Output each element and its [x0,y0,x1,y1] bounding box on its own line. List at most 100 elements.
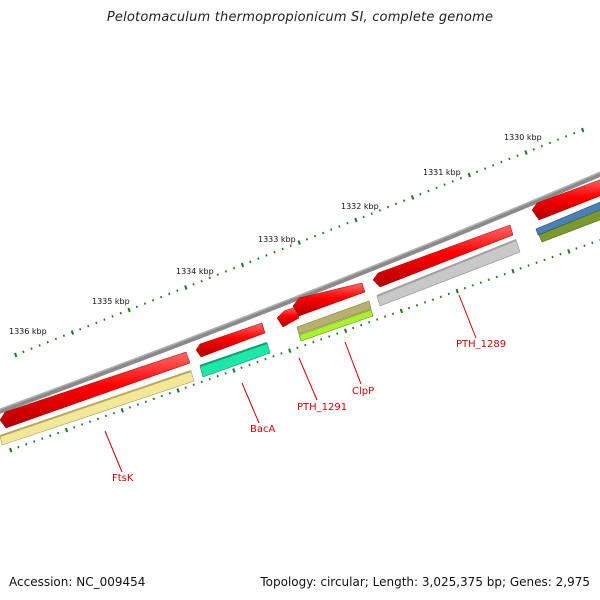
outer-tick-minor [540,144,543,148]
outer-tick-minor [346,221,349,225]
outer-tick-minor [305,238,309,241]
inner-tick-major [176,388,180,393]
outer-tick-major [14,352,18,358]
inner-tick-minor [216,374,219,378]
inner-tick-minor [160,394,163,398]
outer-tick-minor [208,276,211,280]
outer-tick-minor [516,154,519,157]
cds-ftsk[interactable] [0,351,191,429]
outer-tick-major [524,150,528,155]
map-title: Pelotomaculum thermopropionicum SI, comp… [106,10,494,25]
scale-labels: 1330 kbp 1331 kbp 1332 kbp 1333 kbp 1334… [9,133,542,336]
inner-tick-minor [17,445,20,449]
inner-tick-minor [487,278,490,281]
inner-tick-minor [49,434,52,438]
outer-tick-minor [22,350,25,354]
outer-tick-minor [556,138,560,141]
scale-label-1332: 1332 kbp [341,202,379,211]
inner-tick-minor [96,417,100,421]
inner-tick-minor [184,386,187,389]
cds-right-edge[interactable] [531,178,600,221]
inner-tick-minor [575,247,578,250]
inner-tick-minor [431,298,435,301]
inner-tick-major [64,427,69,433]
accession-text: Accession: NC_009454 [9,575,146,589]
outer-tick-minor [565,135,568,138]
inner-tick-major [288,348,292,354]
cds-pth1289[interactable] [372,224,514,288]
inner-tick-minor [136,403,140,406]
inner-tick-minor [415,304,419,307]
genome-backbone [0,171,600,414]
inner-tick-major [511,268,515,274]
inner-tick-minor [304,343,307,347]
outer-tick-minor [443,183,446,186]
inner-tick-minor [503,272,506,276]
inner-tick-minor [423,301,427,304]
gene-label-pth1289[interactable]: PTH_1289 [456,339,506,350]
gene-label-clpp[interactable]: ClpP [352,386,374,397]
cds-baca[interactable] [195,322,266,358]
outer-tick-minor [151,299,155,302]
genome-summary-text: Topology: circular; Length: 3,025,375 bp… [260,575,590,589]
outer-tick-minor [62,334,66,337]
cog-track [0,200,600,446]
outer-tick-major [70,330,75,335]
inner-tick-minor [200,380,203,384]
outer-tick-minor [257,257,260,260]
scale-label-1335: 1335 kbp [92,297,130,306]
outer-tick-minor [451,180,454,183]
inner-tick-minor [128,406,132,409]
outer-tick-minor [54,337,57,341]
label-leaders [104,294,477,473]
inner-tick-minor [527,264,530,267]
outer-tick-minor [394,202,398,206]
outer-tick-minor [378,209,381,212]
inner-tick-minor [88,420,92,423]
outer-tick-minor [249,260,252,264]
inner-tick-minor [447,292,450,296]
inner-tick-minor [391,312,395,316]
outer-tick-major [410,195,415,200]
inner-tick-minor [248,363,251,367]
gene-label-pth1291[interactable]: PTH_1291 [297,402,347,413]
inner-tick-minor [296,346,299,350]
cog-clpp-bottom[interactable] [298,309,374,342]
inner-tick-minor [320,338,323,341]
inner-tick-minor [463,286,466,290]
cog-right-blue[interactable] [535,200,600,236]
outer-tick-minor [232,266,236,270]
outer-tick-minor [427,189,430,193]
inner-tick-minor [376,318,379,321]
gene-label-ftsk[interactable]: FtsK [112,473,134,484]
outer-tick-minor [362,215,365,219]
inner-tick-major [120,407,124,413]
outer-tick-minor [370,212,373,215]
inner-tick-minor [471,284,474,287]
outer-tick-minor [419,193,422,196]
inner-tick-minor [559,252,562,256]
inner-tick-minor [352,326,355,330]
inner-tick-minor [535,261,538,264]
outer-scale-ring [14,127,585,358]
outer-tick-minor [176,289,179,292]
outer-tick-major [297,240,301,245]
outer-tick-minor [111,315,114,318]
inner-tick-minor [312,340,315,344]
inner-tick-major [9,447,13,453]
cds-clpp[interactable] [292,282,366,317]
gene-label-baca[interactable]: BacA [250,424,275,435]
outer-tick-minor [87,324,90,328]
cog-right-olive[interactable] [538,208,600,243]
inner-tick-minor [519,267,522,270]
inner-tick-minor [73,426,76,429]
inner-tick-major [567,249,571,254]
inner-tick-minor [272,355,275,358]
outer-tick-major [354,217,358,223]
inner-tick-minor [112,411,116,415]
inner-tick-minor [407,306,411,310]
cds-track [0,178,600,429]
inner-tick-minor [81,423,84,426]
cog-clpp-top[interactable] [296,300,372,335]
